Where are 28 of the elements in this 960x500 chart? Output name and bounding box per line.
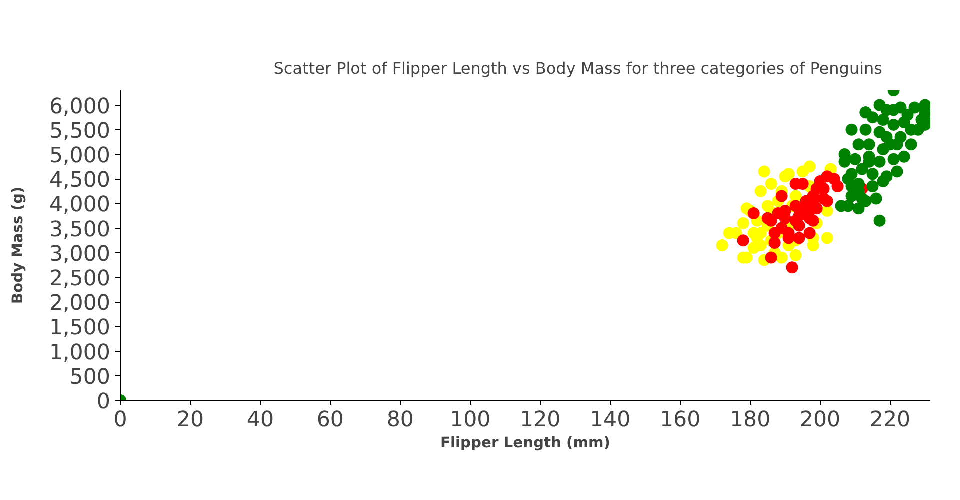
y-tick-label: 4,500 (49, 168, 111, 194)
x-tick-label: 20 (176, 408, 204, 432)
y-tick-label: 5,500 (49, 118, 111, 144)
y-tick-label: 0 (96, 390, 111, 414)
y-tick-label: 500 (70, 364, 111, 390)
x-tick-label: 140 (590, 408, 631, 432)
x-tick-label: 0 (114, 408, 128, 432)
x-tick-label: 120 (520, 408, 561, 432)
x-tick-label: 40 (246, 408, 274, 432)
x-tick-label: 220 (870, 408, 911, 432)
chart-title: Scatter Plot of Flipper Length vs Body Mass for three categories of Penguins (274, 59, 883, 78)
y-tick-label: 2,000 (49, 291, 111, 316)
y-tick-label: 2,500 (49, 266, 111, 292)
y-tick-label: 3,500 (49, 217, 111, 242)
x-tick-label: 100 (450, 408, 491, 432)
y-tick-label: 6,000 (49, 94, 111, 120)
x-tick-label: 160 (660, 408, 701, 432)
x-axis-title: Flipper Length (mm) (440, 434, 610, 452)
x-tick-label: 180 (730, 408, 771, 432)
y-tick-label: 3,000 (49, 242, 111, 267)
x-tick-label: 200 (800, 408, 841, 432)
y-tick-label: 4,000 (49, 192, 111, 218)
y-tick-label: 1,000 (49, 340, 111, 366)
x-tick-label: 60 (316, 408, 344, 432)
y-tick-label: 5,000 (49, 143, 111, 168)
y-tick-label: 1,500 (49, 316, 111, 341)
y-axis-title: Body Mass (g) (9, 186, 26, 304)
x-tick-label: 80 (386, 408, 414, 432)
